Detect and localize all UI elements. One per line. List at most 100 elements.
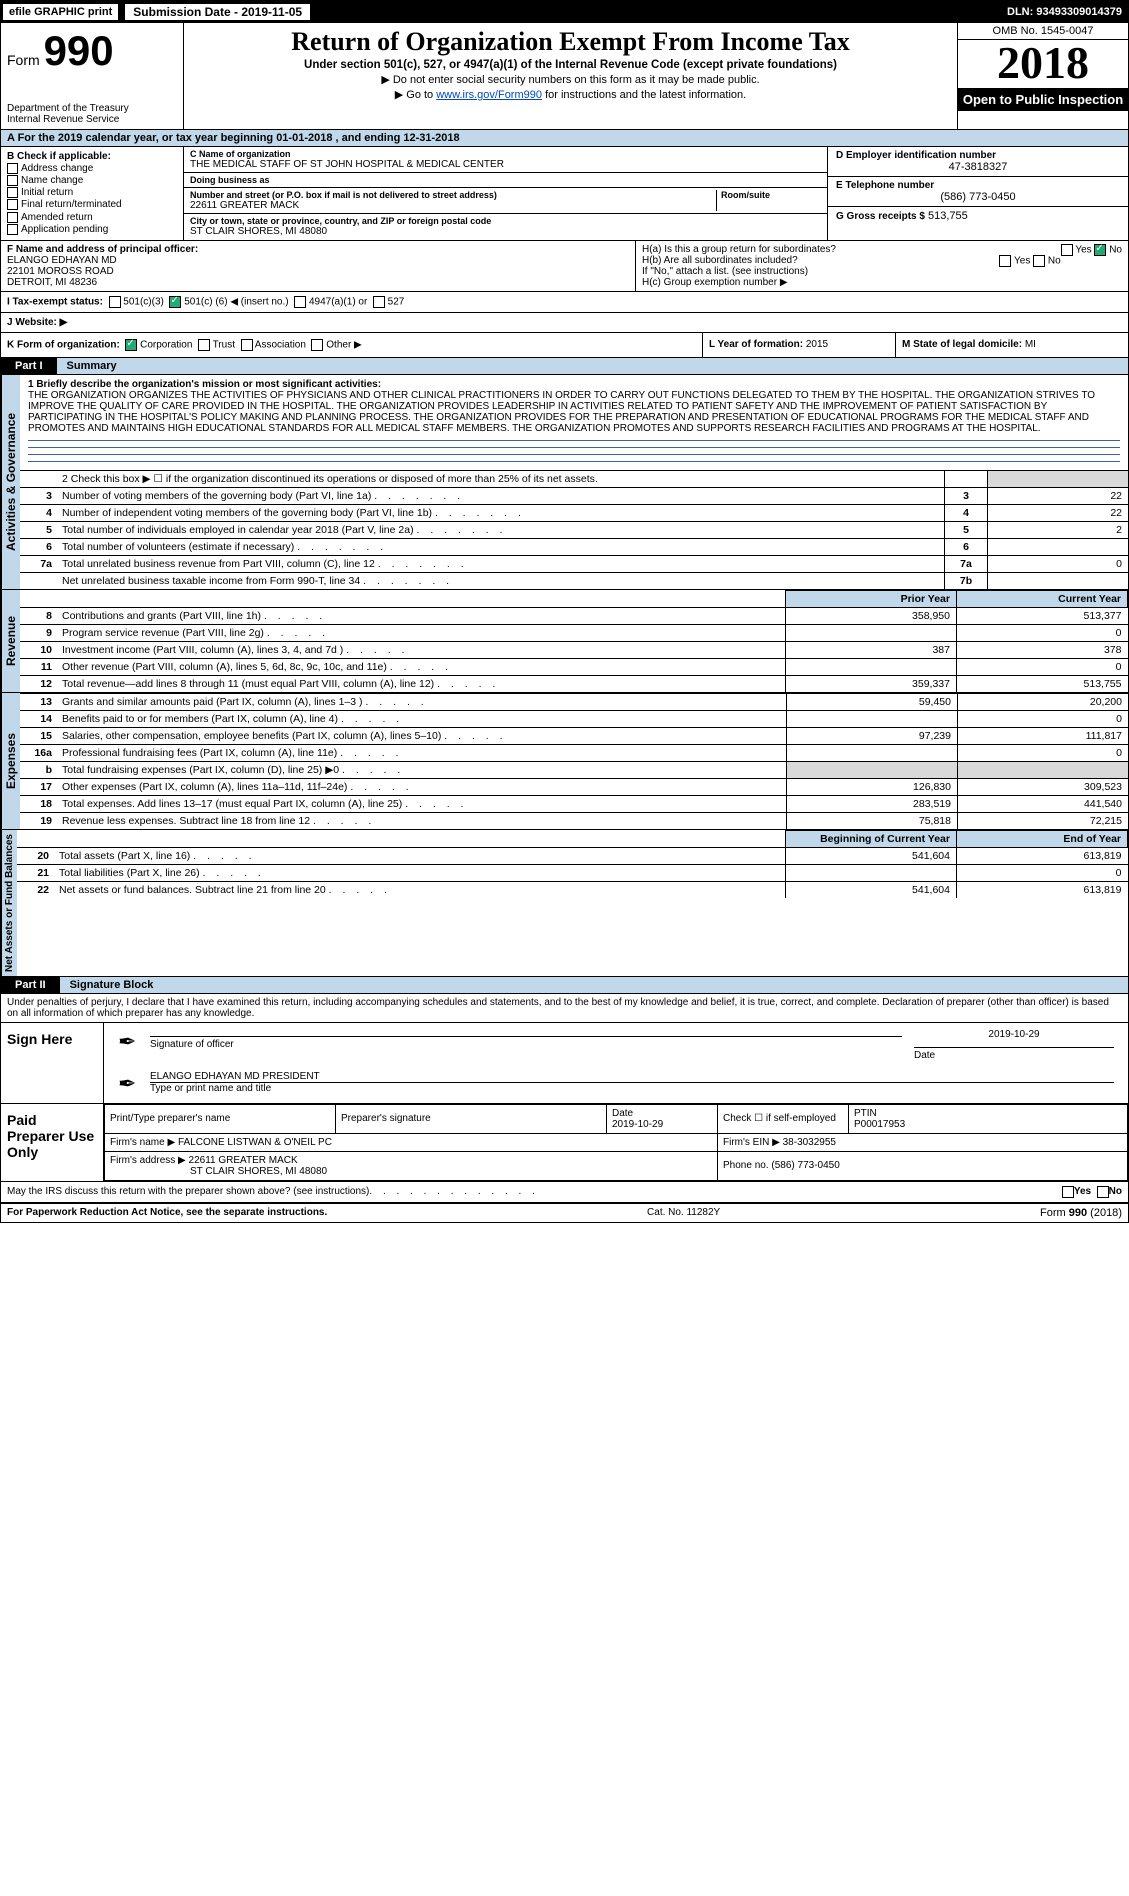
line-desc: Other revenue (Part VIII, column (A), li… <box>58 658 786 675</box>
k-assoc-check[interactable] <box>241 339 253 351</box>
e-label: E Telephone number <box>836 180 1120 191</box>
ha-yes-check[interactable] <box>1061 244 1073 256</box>
prior-year-val: 97,239 <box>787 727 958 744</box>
current-year-val: 20,200 <box>958 693 1129 710</box>
check-initial-return[interactable] <box>7 187 18 198</box>
k-trust-check[interactable] <box>198 339 210 351</box>
header-center: Return of Organization Exempt From Incom… <box>184 23 957 129</box>
rule1 <box>28 438 1120 441</box>
paid-preparer-label: Paid Preparer Use Only <box>1 1104 104 1181</box>
tax-year: 2018 <box>958 40 1128 86</box>
self-employed: Check ☐ if self-employed <box>718 1104 849 1133</box>
part1-title: Summary <box>57 358 127 374</box>
ein-value: 47-3818327 <box>836 161 1120 173</box>
line-desc: Program service revenue (Part VIII, line… <box>58 624 786 641</box>
i-501c3-check[interactable] <box>109 296 121 308</box>
prep-name-label: Print/Type preparer's name <box>105 1104 336 1133</box>
irs-link[interactable]: www.irs.gov/Form990 <box>436 89 542 101</box>
line-desc: Salaries, other compensation, employee b… <box>58 727 787 744</box>
check-address-change[interactable] <box>7 163 18 174</box>
expenses-table: 13 Grants and similar amounts paid (Part… <box>20 693 1128 829</box>
b-label: B Check if applicable: <box>7 151 177 162</box>
i-501c-check[interactable] <box>169 296 181 308</box>
ptin-label: PTIN <box>854 1108 1122 1119</box>
section-f: F Name and address of principal officer:… <box>1 241 636 291</box>
officer-addr1: 22101 MOROSS ROAD <box>7 266 629 277</box>
i-4947-check[interactable] <box>294 296 306 308</box>
line-num: 17 <box>20 778 58 795</box>
form-header: Form 990 Department of the Treasury Inte… <box>1 23 1128 130</box>
firm-phone: (586) 773-0450 <box>771 1160 839 1171</box>
hb-no-check[interactable] <box>1033 255 1045 267</box>
table-row: 4 Number of independent voting members o… <box>20 504 1128 521</box>
line-num: 20 <box>17 847 55 864</box>
k-other-check[interactable] <box>311 339 323 351</box>
section-fh: F Name and address of principal officer:… <box>1 241 1128 292</box>
rule2 <box>28 445 1120 448</box>
ptin-value: P00017953 <box>854 1119 1122 1130</box>
k-corp-check[interactable] <box>125 339 137 351</box>
table-row: 22 Net assets or fund balances. Subtract… <box>17 881 1128 898</box>
table-row: 20 Total assets (Part X, line 16) . . . … <box>17 847 1128 864</box>
line-desc: Total fundraising expenses (Part IX, col… <box>58 761 787 778</box>
current-year-val: 513,377 <box>957 607 1128 624</box>
preparer-table: Print/Type preparer's name Preparer's si… <box>104 1104 1128 1181</box>
officer-print-name: ELANGO EDHAYAN MD PRESIDENT <box>150 1071 1114 1083</box>
check-name-change[interactable] <box>7 175 18 186</box>
discuss-yes-check[interactable] <box>1062 1186 1074 1198</box>
table-row: 10 Investment income (Part VIII, column … <box>20 641 1128 658</box>
line-box: 4 <box>945 504 988 521</box>
rule4 <box>28 459 1120 462</box>
current-year-val: 72,215 <box>958 812 1129 829</box>
table-row: 18 Total expenses. Add lines 13–17 (must… <box>20 795 1128 812</box>
officer-addr2: DETROIT, MI 48236 <box>7 277 629 288</box>
current-year-val <box>958 761 1129 778</box>
m-value: MI <box>1025 339 1036 350</box>
table-row: 17 Other expenses (Part IX, column (A), … <box>20 778 1128 795</box>
dept-treasury: Department of the Treasury <box>7 103 177 114</box>
ha-no-check[interactable] <box>1094 244 1106 256</box>
line-num: 3 <box>20 487 58 504</box>
line-num: 11 <box>20 658 58 675</box>
open-inspection: Open to Public Inspection <box>958 88 1128 111</box>
line-val <box>988 572 1129 589</box>
phone-value: (586) 773-0450 <box>836 191 1120 203</box>
i-501c-pre: 501(c) ( <box>184 296 218 307</box>
part2-header: Part II Signature Block <box>1 977 1128 994</box>
line-desc: Total revenue—add lines 8 through 11 (mu… <box>58 675 786 692</box>
vlabel-rev: Revenue <box>1 590 20 692</box>
line-desc: Investment income (Part VIII, column (A)… <box>58 641 786 658</box>
current-year-hdr: Current Year <box>957 590 1128 607</box>
current-year-val: 0 <box>957 624 1128 641</box>
hb-yes-check[interactable] <box>999 255 1011 267</box>
activities-governance-section: Activities & Governance 1 Briefly descri… <box>1 375 1128 590</box>
line-box: 3 <box>945 487 988 504</box>
line-desc: Total liabilities (Part X, line 26) . . … <box>55 864 786 881</box>
table-row: 9 Program service revenue (Part VIII, li… <box>20 624 1128 641</box>
prior-year-val: 541,604 <box>786 881 957 898</box>
room-label: Room/suite <box>721 190 821 200</box>
discuss-no-check[interactable] <box>1097 1186 1109 1198</box>
vlabel-ag: Activities & Governance <box>1 375 20 589</box>
ha-no: No <box>1109 244 1122 255</box>
part1-header: Part I Summary <box>1 358 1128 375</box>
prior-year-val: 126,830 <box>787 778 958 795</box>
line2: 2 Check this box ▶ ☐ if the organization… <box>58 470 945 487</box>
line-num: 22 <box>17 881 55 898</box>
line-val <box>988 538 1129 555</box>
discuss-no: No <box>1109 1186 1122 1198</box>
prior-year-val: 359,337 <box>786 675 957 692</box>
l-value: 2015 <box>806 339 828 350</box>
submission-date-button[interactable]: Submission Date - 2019-11-05 <box>124 3 311 21</box>
check-final-return[interactable] <box>7 199 18 210</box>
footer-center: Cat. No. 11282Y <box>647 1207 720 1219</box>
i-527-check[interactable] <box>373 296 385 308</box>
check-amended-return[interactable] <box>7 212 18 223</box>
discuss-row: May the IRS discuss this return with the… <box>1 1182 1128 1203</box>
check-application-pending[interactable] <box>7 224 18 235</box>
section-deg: D Employer identification number 47-3818… <box>827 147 1128 240</box>
current-year-val: 613,819 <box>957 881 1128 898</box>
line-num: 10 <box>20 641 58 658</box>
discuss-yes: Yes <box>1074 1186 1091 1198</box>
table-row: 15 Salaries, other compensation, employe… <box>20 727 1128 744</box>
